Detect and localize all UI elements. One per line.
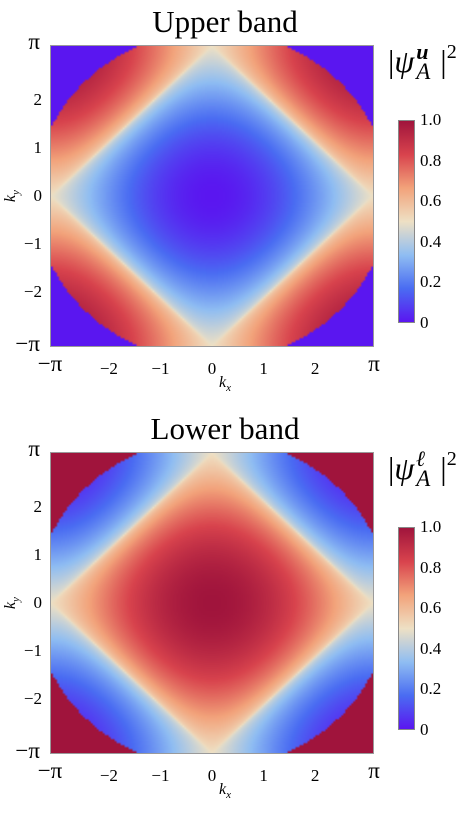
- y-axis-label: ky: [1, 597, 23, 610]
- y-tick-label: −2: [23, 282, 42, 302]
- colorbar-tick-label: 0.6: [420, 598, 442, 618]
- x-tick-label: 2: [310, 766, 320, 785]
- y-tick-label: 0: [33, 186, 43, 205]
- colorbar-tick-label: 1.0: [420, 517, 442, 536]
- y-tick-label: 1: [33, 544, 43, 564]
- colorbar-label: |ψ ℓ A |2: [388, 446, 457, 491]
- y-tick-label: 2: [33, 496, 43, 516]
- colorbar-tick-label: 0.2: [420, 272, 442, 292]
- x-tick-label: −2: [99, 359, 118, 378]
- colorbar-tick-label: 1.0: [420, 110, 442, 129]
- lower-band-panel: Lower band −π −2 −1 0 1 2 π −π −2 −1 0 1 2 π kx ky |ψ…: [0, 407, 475, 814]
- x-axis-label: kx: [219, 781, 231, 802]
- y-tick-label: −π: [15, 738, 40, 763]
- x-tick-label: −2: [99, 766, 118, 785]
- y-tick-label: 0: [33, 593, 43, 612]
- y-axis-label: ky: [1, 190, 23, 203]
- y-tick-label: π: [28, 436, 40, 461]
- x-tick-label: 1: [259, 359, 268, 378]
- colorbar-tick-label: 0.4: [420, 638, 442, 658]
- colorbar: [398, 527, 415, 730]
- y-tick-label: −2: [23, 689, 42, 709]
- x-tick-label: −1: [151, 359, 170, 378]
- y-tick-label: 1: [33, 137, 43, 157]
- x-tick-label: 2: [310, 359, 320, 378]
- colorbar-tick-label: 0.6: [420, 191, 442, 211]
- heatmap-lower-band: [50, 452, 374, 754]
- x-tick-label: 0: [207, 766, 217, 785]
- y-tick-label: −1: [23, 641, 42, 661]
- x-tick-label: 0: [207, 359, 217, 378]
- colorbar-label: |ψ u A |2: [388, 39, 457, 84]
- x-tick-label: π: [368, 758, 380, 783]
- colorbar-tick-label: 0.4: [420, 231, 442, 251]
- chart-title: Lower band: [150, 411, 300, 446]
- colorbar-tick-label: 0.2: [420, 679, 442, 699]
- chart-title: Upper band: [152, 4, 298, 39]
- x-tick-label: π: [368, 351, 380, 376]
- y-tick-label: −1: [23, 234, 42, 254]
- x-tick-label: −1: [151, 766, 170, 785]
- upper-band-panel: Upper band −π −2 −1 0 1 2 π −π −2 −1 0 1 2 π kx ky |ψ…: [1, 4, 457, 395]
- x-axis-label: kx: [219, 374, 231, 395]
- colorbar: [398, 120, 415, 323]
- y-tick-label: −π: [15, 331, 40, 356]
- heatmap-upper-band: [50, 45, 374, 347]
- colorbar-tick-label: 0.8: [420, 150, 442, 170]
- x-tick-label: −π: [37, 758, 63, 783]
- colorbar-tick-label: 0: [420, 313, 429, 332]
- x-tick-label: −π: [37, 351, 63, 376]
- y-tick-label: π: [28, 29, 40, 54]
- colorbar-tick-label: 0: [420, 720, 429, 739]
- x-tick-label: 1: [259, 766, 268, 785]
- y-tick-label: 2: [33, 89, 43, 109]
- colorbar-tick-label: 0.8: [420, 557, 442, 577]
